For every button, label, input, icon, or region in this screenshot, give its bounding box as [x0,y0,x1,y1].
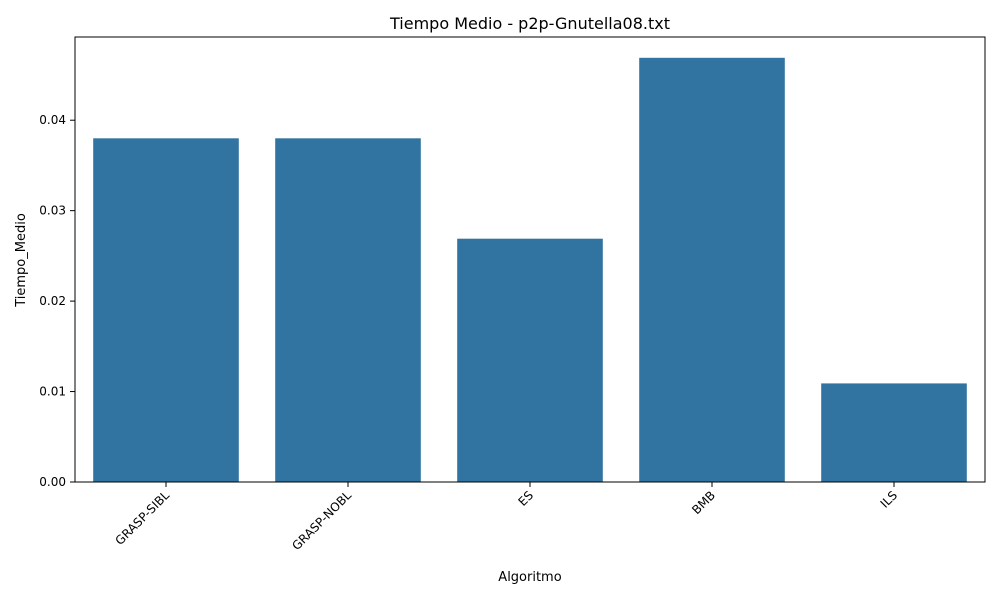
bar-grasp-nobl [275,138,421,482]
plot-area: 0.00 0.01 0.02 0.03 0.04 GRASP-SIBL GRASP-NOBL… [39,36,986,553]
x-tick-label-grasp-nobl: GRASP-NOBL [289,488,354,553]
y-tick-label: 0.00 [39,475,66,489]
bar-bmb [639,57,785,482]
x-axis-label: Algoritmo [498,570,561,585]
x-tick-label-ils: ILS [878,488,901,511]
plot-frame [74,36,986,483]
y-tick-label: 0.02 [39,294,66,308]
x-tick-label-grasp-sibl: GRASP-SIBL [112,488,172,548]
x-tick-label-es: ES [515,488,536,509]
y-tick-label: 0.04 [39,113,66,127]
x-tick-label-bmb: BMB [689,488,718,517]
y-tick-label: 0.03 [39,204,66,218]
bar-grasp-sibl [93,138,239,482]
bar-ils [821,383,967,482]
chart-title: Tiempo Medio - p2p-Gnutella08.txt [389,14,670,33]
y-tick-label: 0.01 [39,385,66,399]
y-axis-label: Tiempo_Medio [14,213,29,308]
bar-es [457,238,603,482]
